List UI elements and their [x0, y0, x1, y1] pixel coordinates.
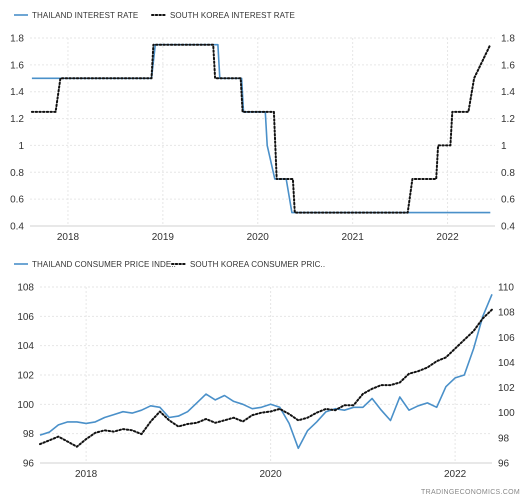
y-tick-right-label: 0.8: [501, 168, 515, 179]
y-tick-right-label: 1: [501, 141, 507, 152]
legend-label: SOUTH KOREA INTEREST RATE: [170, 11, 295, 20]
y-tick-left-label: 108: [17, 283, 34, 294]
interest-rate-chart: 0.4 0.6 0.8 1 1.2 1.4 1.6 1.8 0.4 0.6 0.8 1 1.2 1.4 1.…: [10, 11, 515, 243]
x-tick-label: 2021: [342, 232, 365, 243]
y-tick-left-label: 0.6: [10, 195, 24, 206]
y-tick-left-label: 104: [17, 341, 34, 352]
x-tick-label: 2022: [436, 232, 459, 243]
y-tick-left-label: 98: [23, 429, 35, 440]
series-line-thailand: [31, 43, 491, 214]
y-tick-left-label: 100: [17, 400, 34, 411]
y-tick-right-label: 98: [498, 433, 510, 444]
x-tick-label: 2018: [75, 469, 98, 480]
y-tick-left-label: 0.4: [10, 222, 24, 233]
y-tick-right-label: 1.6: [501, 60, 515, 71]
legend-label: THAILAND CONSUMER PRICE INDE..: [32, 260, 176, 269]
series-line-thailand: [39, 293, 493, 450]
y-tick-left-label: 1.2: [10, 114, 24, 125]
y-tick-left-label: 1: [18, 141, 24, 152]
y-tick-right-label: 106: [498, 333, 515, 344]
y-tick-left-label: 102: [17, 371, 34, 382]
y-tick-right-label: 0.4: [501, 222, 515, 233]
x-tick-label: 2022: [444, 469, 467, 480]
y-tick-right-label: 96: [498, 459, 510, 470]
y-tick-right-label: 1.2: [501, 114, 515, 125]
y-tick-left-label: 0.8: [10, 168, 24, 179]
y-tick-right-label: 104: [498, 358, 515, 369]
y-tick-right-label: 110: [498, 283, 514, 294]
x-tick-label: 2020: [247, 232, 270, 243]
y-tick-right-label: 1.4: [501, 87, 515, 98]
y-tick-left-label: 106: [17, 312, 34, 323]
y-tick-right-label: 0.6: [501, 195, 515, 206]
y-tick-right-label: 1.8: [501, 34, 515, 45]
y-tick-left-label: 96: [23, 459, 35, 470]
watermark: TRADINGECONOMICS.COM: [421, 489, 520, 496]
consumer-price-chart: 96 98 100 102 104 106 108 96 98 100 102 104 106 108 11…: [14, 260, 515, 480]
y-tick-right-label: 100: [498, 408, 515, 419]
x-tick-label: 2019: [152, 232, 175, 243]
legend-label: SOUTH KOREA CONSUMER PRIC..: [190, 260, 325, 269]
y-tick-left-label: 1.6: [10, 60, 24, 71]
x-tick-label: 2020: [259, 469, 282, 480]
legend-label: THAILAND INTEREST RATE: [32, 11, 138, 20]
y-tick-right-label: 102: [498, 383, 515, 394]
x-tick-label: 2018: [57, 232, 80, 243]
series-line-south-korea: [30, 43, 492, 214]
y-tick-left-label: 1.4: [10, 87, 24, 98]
y-tick-left-label: 1.8: [10, 34, 24, 45]
series-line-south-korea: [39, 308, 493, 448]
y-tick-right-label: 108: [498, 308, 515, 319]
